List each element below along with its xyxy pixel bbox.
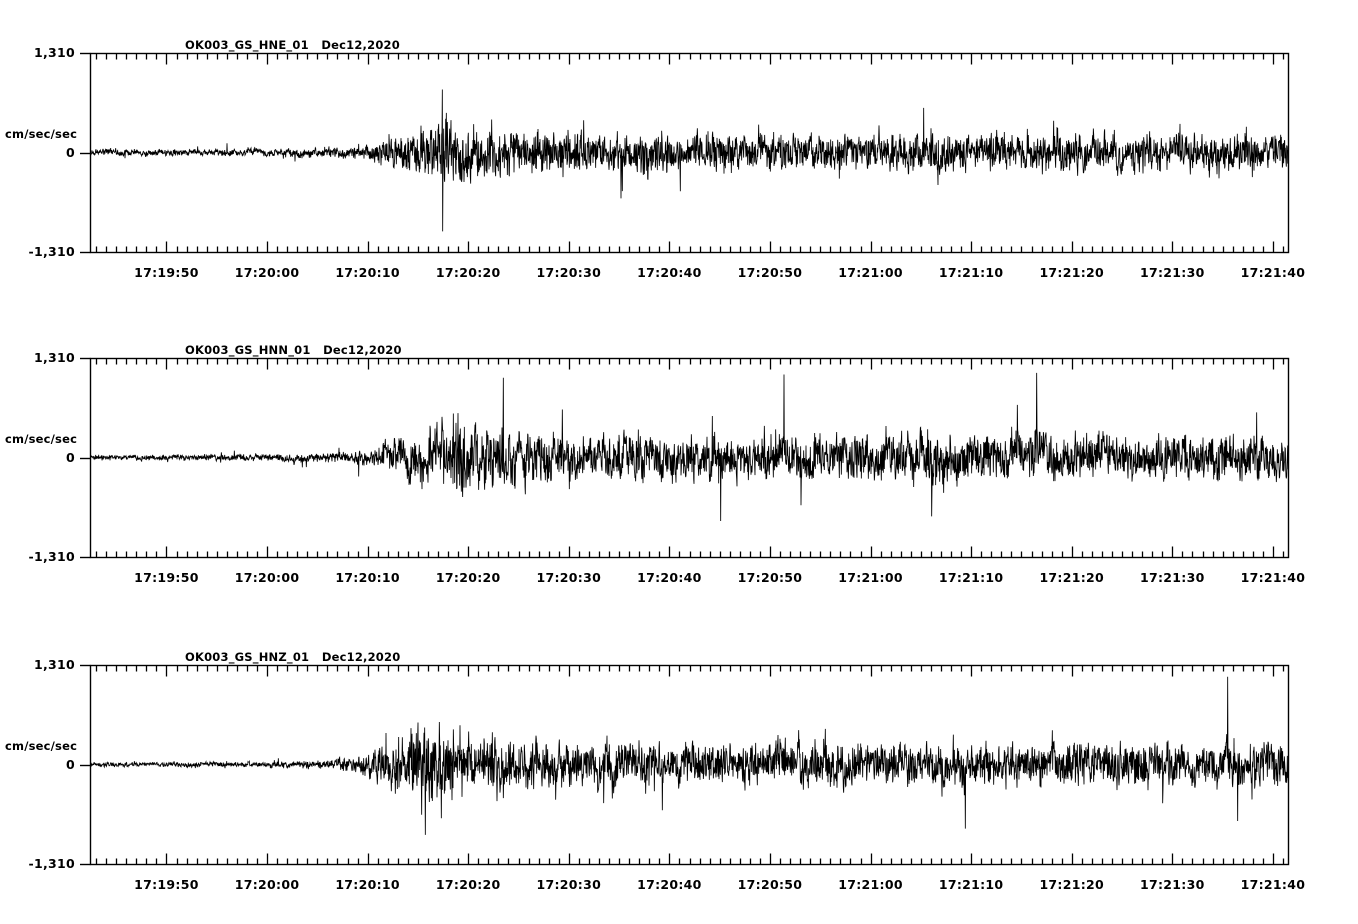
y-axis-ticks [80, 357, 91, 559]
panel-title: OK003_GS_HNE_01 Dec12,2020 [185, 38, 400, 52]
x-axis-tick-label: 17:20:30 [536, 265, 602, 280]
x-axis-tick-label: 17:20:40 [637, 570, 702, 585]
x-axis-tick-label: 17:20:10 [335, 877, 400, 892]
x-axis-tick-label: 17:20:10 [335, 570, 400, 585]
y-axis-tick-label: 0 [66, 449, 75, 465]
x-axis-tick-label: 17:19:50 [134, 877, 199, 892]
x-axis-tick-label: 17:21:30 [1140, 570, 1205, 585]
y-axis-ticks [80, 664, 91, 866]
x-axis-tick-label: 17:20:00 [234, 877, 300, 892]
y-axis-tick-label: 1,310 [33, 657, 75, 672]
x-axis-ticks [95, 53, 1285, 253]
x-axis-tick-label: 17:21:40 [1240, 570, 1306, 585]
x-axis-tick-label: 17:19:50 [134, 570, 199, 585]
plot-frame [89, 664, 1290, 866]
x-axis-ticks [95, 358, 1285, 558]
x-axis-tick-label: 17:21:30 [1140, 877, 1205, 892]
y-axis-tick-label: -1,310 [28, 549, 75, 564]
y-axis-tick-label: 0 [66, 144, 75, 160]
x-axis-tick-label: 17:20:20 [435, 265, 501, 280]
x-axis-tick-label: 17:20:50 [737, 265, 803, 280]
plot-frame [89, 52, 1290, 254]
x-axis-tick-label: 17:21:10 [938, 265, 1004, 280]
x-axis-tick-label: 17:20:00 [234, 265, 300, 280]
x-axis-tick-label: 17:21:10 [938, 570, 1004, 585]
x-axis-tick-label: 17:20:40 [637, 877, 702, 892]
panel-title: OK003_GS_HNZ_01 Dec12,2020 [185, 650, 401, 664]
x-axis-tick-label: 17:21:20 [1039, 877, 1105, 892]
waveform-trace [90, 676, 1288, 835]
y-axis-tick-label: 0 [66, 756, 75, 772]
y-axis-tick-label: -1,310 [28, 244, 75, 259]
y-axis-tick-label: -1,310 [28, 856, 75, 871]
y-axis-units-label: cm/sec/sec [5, 432, 78, 446]
y-axis-units-label: cm/sec/sec [5, 127, 78, 141]
x-axis-tick-label: 17:21:40 [1240, 265, 1306, 280]
x-axis-tick-label: 17:21:00 [838, 877, 903, 892]
x-axis-tick-label: 17:20:50 [737, 877, 803, 892]
x-axis-tick-label: 17:20:30 [536, 570, 602, 585]
x-axis-tick-label: 17:19:50 [134, 265, 199, 280]
x-axis-tick-label: 17:20:20 [435, 570, 501, 585]
x-axis-tick-label: 17:21:20 [1039, 570, 1105, 585]
x-axis-tick-label: 17:20:30 [536, 877, 602, 892]
waveform-trace [90, 89, 1288, 232]
waveform-trace [90, 372, 1288, 522]
y-axis-tick-label: 1,310 [33, 350, 75, 365]
x-axis-tick-label: 17:20:50 [737, 570, 803, 585]
x-axis-tick-label: 17:21:30 [1140, 265, 1205, 280]
x-axis-tick-label: 17:20:20 [435, 877, 501, 892]
x-axis-tick-label: 17:20:10 [335, 265, 400, 280]
x-axis-tick-label: 17:21:40 [1240, 877, 1306, 892]
x-axis-tick-label: 17:21:10 [938, 877, 1004, 892]
y-axis-units-label: cm/sec/sec [5, 739, 78, 753]
panel-title: OK003_GS_HNN_01 Dec12,2020 [185, 343, 402, 357]
x-axis-tick-label: 17:20:40 [637, 265, 702, 280]
x-axis-tick-label: 17:21:20 [1039, 265, 1105, 280]
x-axis-tick-label: 17:21:00 [838, 570, 903, 585]
plot-frame [89, 357, 1290, 559]
x-axis-ticks [95, 665, 1285, 865]
x-axis-tick-label: 17:20:00 [234, 570, 300, 585]
y-axis-tick-label: 1,310 [33, 45, 75, 60]
y-axis-ticks [80, 52, 91, 254]
x-axis-tick-label: 17:21:00 [838, 265, 903, 280]
